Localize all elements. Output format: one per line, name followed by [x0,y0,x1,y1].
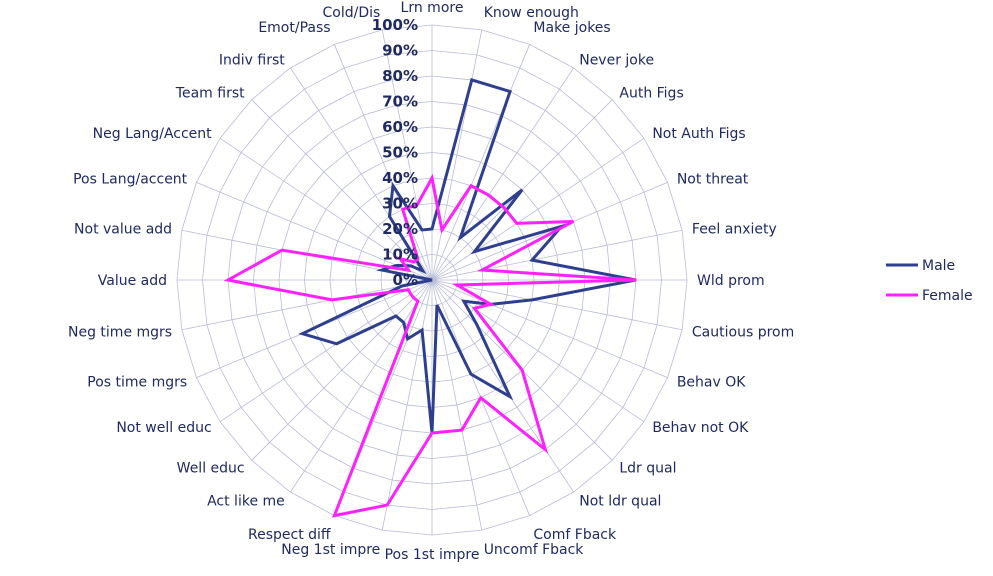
category-label: Act like me [207,493,285,509]
category-label: Pos Lang/accent [73,172,188,188]
legend-label-male: Male [922,258,955,274]
radial-tick-label: 90% [382,42,418,60]
radial-tick-label: 80% [382,67,418,85]
spoke-line [196,182,433,281]
category-label: Indiv first [219,53,285,69]
category-label: Auth Figs [619,86,683,102]
category-label: Neg 1st impre [281,542,380,558]
category-label: Not threat [677,172,749,188]
spoke-line [381,279,433,531]
spoke-line [431,229,683,281]
spoke-line [381,29,433,281]
category-label: Uncomf Fback [484,542,585,558]
radial-tick-label: 0% [393,271,418,289]
spoke-line [334,44,433,281]
radial-tick-label: 50% [382,144,418,162]
category-label: Neg Lang/Accent [93,126,212,142]
category-label: Respect diff [248,527,331,543]
spoke-line [431,137,645,281]
spoke-line [431,279,483,531]
spoke-line [251,99,433,281]
category-label: Feel anxiety [692,221,777,237]
series-line-female [223,173,637,518]
category-label: Wld prom [697,273,765,289]
radial-tick-labels: 0% 10% 20% 30% 40% 50% 60% 70% 80% 90% 100% [372,16,418,289]
spoke-line [431,29,483,281]
category-label: Not well educ [116,420,211,436]
category-label: Cautious prom [692,325,794,341]
category-label: Lrn more [401,0,464,16]
category-label: Well educ [177,460,245,476]
radial-tick-label: 20% [382,220,418,238]
category-label: Behav OK [677,374,746,390]
spoke-line [431,67,575,281]
category-label: Cold/Dis [322,5,380,21]
radial-tick-label: 100% [372,16,418,34]
radial-tick-label: 70% [382,93,418,111]
radial-tick-label: 60% [382,118,418,136]
category-label: Behav not OK [652,420,749,436]
category-label: Emot/Pass [258,20,330,36]
spoke-line [219,279,433,423]
category-label: Pos time mgrs [87,374,187,390]
legend-label-female: Female [922,288,973,304]
category-label: Not Auth Figs [652,126,745,142]
spoke-line [431,279,645,423]
spoke-line [431,279,575,493]
category-label: Make jokes [533,20,610,36]
series-line-male [298,78,637,434]
radial-tick-label: 10% [382,246,418,264]
category-label: Know enough [484,5,579,21]
category-label: Value add [98,273,167,289]
radial-tick-label: 40% [382,169,418,187]
legend: Male Female [886,258,973,304]
category-label: Team first [175,86,245,102]
spoke-line [431,279,668,378]
spoke-line [289,279,433,493]
category-label: Not ldr qual [579,493,661,509]
category-label: Never joke [579,53,654,69]
spoke-line [431,44,530,281]
category-label: Ldr qual [619,460,676,476]
category-label: Not value add [74,221,172,237]
spoke-line [181,279,433,331]
radial-tick-label: 30% [382,195,418,213]
spoke-line [251,279,433,461]
spoke-line [431,279,683,331]
category-label: Pos 1st impre [385,547,480,563]
category-label: Comf Fback [533,527,617,543]
category-label: Neg time mgrs [68,325,172,341]
series-layer [223,78,637,518]
